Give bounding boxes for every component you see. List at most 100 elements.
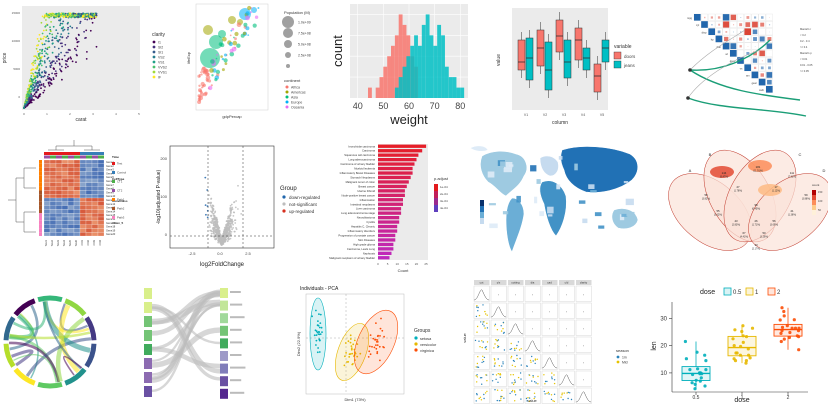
legend: down-regulatednot-significantup-regulate… (282, 195, 321, 214)
pairs-cell (541, 319, 558, 336)
x-tick-label: 2 (69, 112, 71, 116)
legend-label: IF (158, 76, 161, 80)
legend-label: Mantel's r (800, 27, 811, 31)
pca-point (317, 320, 319, 322)
pairs-point (529, 359, 532, 362)
cell-frame (737, 13, 744, 21)
heatmap-cell (85, 232, 93, 237)
bubble (242, 31, 247, 36)
x-tick-label: 60 (404, 101, 414, 111)
bubble (245, 26, 250, 31)
region-count: 58 (704, 193, 708, 197)
region-count: 59 (804, 193, 808, 197)
node (688, 68, 692, 72)
volcano-point (216, 222, 219, 225)
chord-segment (84, 343, 97, 368)
chart-title: Individuals - PCA (300, 286, 339, 292)
scatter-point (57, 55, 60, 57)
mantel-line (689, 39, 771, 71)
scatter-point (40, 21, 43, 24)
country-patch (488, 203, 496, 206)
legend-key (152, 70, 156, 74)
scatter-point (60, 14, 63, 16)
pairs-point (494, 343, 496, 345)
heatmap-cell (43, 232, 51, 237)
scatter-point (58, 58, 61, 61)
data-point (790, 326, 794, 330)
pairs-point (496, 389, 499, 391)
scatter-point (39, 48, 41, 51)
enrichment-bar (378, 171, 413, 175)
region-percent: (3.69%) (770, 223, 779, 226)
pca-point (318, 331, 320, 334)
column-label: Test2 (50, 239, 54, 246)
heatmap-cell (79, 197, 87, 202)
chord-segment (13, 367, 36, 386)
correlation-cell (739, 45, 742, 48)
volcano-point (237, 208, 239, 210)
volcano-point (215, 234, 218, 236)
term-label: Malignant tumor of colon (346, 180, 376, 184)
bubble (221, 57, 225, 61)
sankey-label-placeholder (230, 354, 242, 356)
scatter-point (59, 68, 61, 70)
heatmap-cell (61, 197, 69, 202)
pairs-point (476, 374, 478, 376)
data-point (793, 326, 798, 330)
pca-point (375, 322, 377, 324)
pairs-point (531, 380, 533, 382)
scatter-point (89, 29, 92, 32)
data-point (782, 337, 786, 341)
scatter-point (49, 30, 52, 33)
heatmap-cell (91, 201, 99, 206)
correlation-cell (754, 16, 757, 19)
chord-segment (13, 298, 36, 317)
legend-key (282, 209, 286, 213)
legend-label: >= 0.05 (800, 69, 809, 73)
heatmap-cell (49, 213, 57, 218)
pca-point (349, 334, 352, 337)
row-label: disp (702, 30, 707, 34)
pairs-cell (490, 302, 507, 319)
annotation-cell (86, 155, 92, 159)
heatmap-cell (67, 205, 75, 210)
country-region (611, 208, 639, 230)
scatter-point (43, 50, 46, 53)
histogram-bar (414, 35, 418, 98)
pairs-point (551, 376, 553, 378)
bubble (201, 84, 205, 88)
row-label: Gene6 (106, 179, 114, 183)
scatter-point (85, 15, 88, 18)
pairs-cell (507, 302, 524, 319)
pairs-cell (558, 336, 575, 353)
scatter-point (66, 22, 69, 25)
heatmap-cell (73, 167, 81, 172)
scatter-point (62, 26, 65, 29)
volcano-point (210, 197, 213, 200)
bubble (247, 34, 250, 36)
annotation-cell (74, 155, 80, 159)
scatter-point (41, 52, 43, 55)
heatmap-cell (91, 197, 99, 202)
bubble (220, 55, 223, 58)
chord-link (25, 337, 92, 377)
heatmap-cell (67, 182, 75, 187)
sankey-flow (151, 290, 221, 325)
correlation-cell (733, 24, 735, 26)
scatter-point (59, 22, 62, 25)
heatmap-cell (49, 178, 57, 183)
heatmap-cell (55, 232, 63, 237)
size-legend-key (283, 28, 293, 38)
scatter-point (60, 33, 63, 35)
scatter-point (47, 37, 50, 40)
sankey-label-placeholder (230, 391, 245, 394)
enrichment-bar (378, 180, 409, 184)
scatter-point (48, 81, 51, 83)
bubble (257, 7, 260, 9)
legend-label: Test (117, 162, 122, 166)
heatmap-cell (91, 182, 99, 187)
scatter-point (60, 27, 63, 30)
enrichment-bar (378, 202, 403, 206)
heatmap-cell (67, 213, 75, 218)
